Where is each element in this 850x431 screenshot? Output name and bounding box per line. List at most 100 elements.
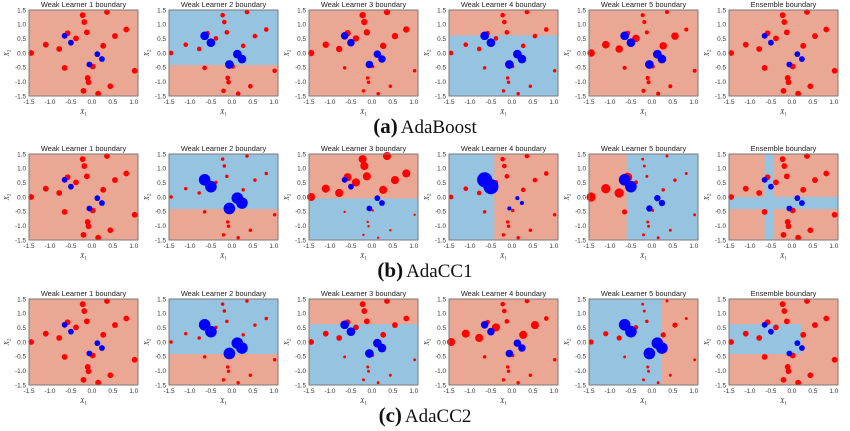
y-tick-label: -1.0: [715, 79, 726, 86]
y-axis-label: X2: [3, 338, 13, 346]
point-negative: [202, 210, 207, 214]
point-negative: [379, 185, 388, 194]
point-positive: [61, 176, 68, 183]
point-negative: [322, 41, 329, 48]
y-tick-label: -1.5: [715, 93, 726, 100]
x-tick-label: -1.0: [184, 243, 195, 250]
point-positive: [799, 56, 805, 62]
point-positive: [517, 54, 527, 64]
point-negative: [800, 186, 807, 193]
panel: Ensemble boundary 1.5 1.0 0.5 0.0 -0.5 -1.0 -1.…: [703, 0, 839, 118]
y-tick-label: -0.5: [295, 354, 306, 361]
panel: Weak Learner 1 boundary 1.5 1.0 0.5 0.0 -0.5 -…: [3, 289, 139, 407]
point-negative: [221, 233, 226, 237]
y-tick-label: 0.5: [577, 36, 586, 43]
point-negative: [761, 65, 768, 71]
point-negative: [448, 194, 454, 200]
caption-method: AdaCC1: [406, 261, 473, 282]
point-negative: [673, 178, 677, 182]
x-tick-label: -1.0: [44, 388, 55, 395]
x-tick-label: -1.0: [604, 243, 615, 250]
point-negative: [263, 27, 269, 32]
row-adaboost: Weak Learner 1 boundary 1.5 1.0 0.5 0.0 -0.5 -…: [3, 0, 839, 118]
point-positive: [68, 183, 74, 190]
point-negative: [226, 224, 231, 228]
x-tick-label: -1.0: [44, 99, 55, 106]
caption-method: AdaCC2: [404, 406, 472, 427]
point-positive: [656, 342, 668, 354]
point-positive: [99, 56, 105, 62]
point-negative: [322, 330, 329, 337]
point-negative: [504, 319, 510, 324]
point-negative: [530, 321, 540, 330]
point-negative: [665, 299, 669, 303]
point-negative: [84, 219, 91, 225]
point-negative: [664, 9, 670, 15]
y-tick-label: 1.5: [297, 7, 306, 14]
point-negative: [504, 174, 510, 179]
point-negative: [831, 211, 838, 218]
point-negative: [692, 68, 697, 73]
point-negative: [403, 315, 410, 322]
axes-frame: [168, 9, 279, 97]
point-negative: [622, 209, 628, 215]
point-negative: [343, 355, 347, 359]
point-negative: [362, 172, 371, 181]
point-positive: [487, 327, 495, 336]
point-negative: [501, 233, 506, 237]
panel: Weak Learner 3 boundary 1.5 1.0 0.5 0.0 -0.5 -…: [283, 0, 419, 118]
panel-title: Weak Learner 4 boundary: [461, 144, 547, 153]
point-negative: [781, 163, 788, 169]
point-negative: [656, 381, 660, 385]
point-negative: [784, 364, 791, 370]
point-negative: [245, 299, 249, 303]
point-negative: [56, 46, 63, 52]
x-tick-label: -1.0: [744, 243, 755, 250]
x-tick-label: -1.0: [324, 99, 335, 106]
y-tick-label: -1.5: [15, 93, 26, 100]
x-tick-label: -0.5: [345, 99, 356, 106]
x-tick-label: -1.0: [44, 243, 55, 250]
point-negative: [366, 80, 371, 84]
point-negative: [668, 228, 672, 232]
x-tick-label: -0.5: [65, 99, 76, 106]
point-negative: [660, 332, 666, 338]
x-axis-label: X1: [639, 108, 647, 118]
y-tick-label: 1.5: [577, 7, 586, 14]
point-negative: [308, 339, 314, 345]
point-negative: [520, 43, 526, 49]
y-tick-label: 1.0: [297, 311, 306, 318]
y-axis-label: X2: [143, 338, 153, 346]
x-tick-label: 0.5: [668, 388, 677, 395]
panel: Weak Learner 5 boundary 1.5 1.0 0.5 0.0 -0.5 -…: [563, 0, 699, 118]
x-tick-label: 0.0: [367, 99, 376, 106]
x-tick-label: -0.5: [65, 388, 76, 395]
y-tick-label: 1.0: [437, 311, 446, 318]
point-positive: [223, 347, 236, 360]
point-negative: [773, 179, 779, 186]
x-tick-label: 0.5: [388, 243, 397, 250]
point-positive: [786, 61, 793, 68]
point-positive: [625, 180, 637, 193]
point-negative: [225, 75, 231, 81]
point-negative: [644, 30, 649, 35]
point-positive: [654, 194, 661, 202]
point-negative: [272, 358, 277, 362]
x-axis-label: X1: [779, 108, 787, 118]
x-tick-label: 0.5: [108, 99, 117, 106]
y-tick-label: 0.0: [577, 50, 586, 57]
y-tick-label: 0.0: [17, 339, 26, 346]
point-positive: [483, 179, 499, 195]
x-axis-label: X1: [359, 252, 367, 262]
x-tick-label: -1.0: [464, 388, 475, 395]
point-negative: [641, 157, 645, 161]
panel-title: Weak Learner 1 boundary: [41, 0, 127, 9]
point-negative: [353, 324, 359, 331]
point-negative: [367, 225, 370, 228]
point-negative: [780, 231, 787, 238]
y-tick-label: 1.0: [297, 22, 306, 29]
panel-title: Weak Learner 4 boundary: [461, 289, 547, 298]
point-negative: [220, 302, 225, 306]
x-tick-label: -1.0: [744, 99, 755, 106]
